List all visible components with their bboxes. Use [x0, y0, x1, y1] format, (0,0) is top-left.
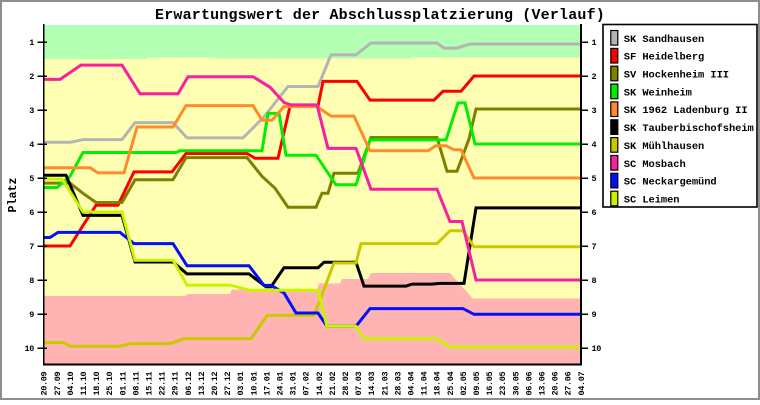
svg-text:16.05: 16.05 — [485, 371, 495, 395]
svg-text:27.12: 27.12 — [223, 371, 233, 395]
svg-text:9: 9 — [29, 310, 34, 320]
svg-text:07.02: 07.02 — [302, 371, 312, 395]
svg-text:27.09: 27.09 — [53, 371, 63, 395]
svg-text:04.07: 04.07 — [577, 371, 587, 395]
svg-text:14.02: 14.02 — [315, 371, 325, 395]
svg-text:29.11: 29.11 — [171, 371, 181, 395]
svg-text:9: 9 — [592, 310, 597, 320]
svg-text:04.04: 04.04 — [407, 371, 417, 395]
svg-text:04.10: 04.10 — [66, 371, 76, 395]
svg-text:SF Heidelberg: SF Heidelberg — [624, 52, 704, 64]
svg-text:8: 8 — [592, 276, 597, 286]
svg-text:SK Sandhausen: SK Sandhausen — [624, 34, 704, 46]
svg-text:8: 8 — [29, 276, 34, 286]
svg-text:09.05: 09.05 — [472, 371, 482, 395]
svg-text:SK Weinheim: SK Weinheim — [624, 87, 692, 99]
svg-text:SK Mühlhausen: SK Mühlhausen — [624, 141, 704, 153]
svg-text:3: 3 — [592, 106, 597, 116]
svg-text:1: 1 — [592, 38, 597, 48]
svg-text:18.10: 18.10 — [92, 371, 102, 395]
svg-text:10.01: 10.01 — [249, 371, 259, 395]
svg-text:SC Neckargemünd: SC Neckargemünd — [624, 177, 717, 189]
svg-text:13.06: 13.06 — [538, 371, 548, 395]
svg-text:4: 4 — [592, 140, 597, 150]
svg-text:01.11: 01.11 — [118, 371, 128, 395]
svg-text:31.01: 31.01 — [289, 371, 299, 395]
svg-text:18.04: 18.04 — [433, 371, 443, 395]
svg-text:Platz: Platz — [6, 177, 20, 212]
svg-text:10: 10 — [24, 344, 34, 354]
svg-text:3: 3 — [29, 106, 34, 116]
svg-text:6: 6 — [29, 208, 34, 218]
svg-text:22.11: 22.11 — [158, 371, 168, 395]
svg-text:03.01: 03.01 — [236, 371, 246, 395]
svg-text:20.06: 20.06 — [551, 371, 561, 395]
svg-text:21.02: 21.02 — [328, 371, 338, 395]
svg-text:2: 2 — [592, 72, 597, 82]
svg-text:5: 5 — [592, 174, 597, 184]
svg-text:SV Hockenheim III: SV Hockenheim III — [624, 70, 729, 82]
svg-text:30.05: 30.05 — [511, 371, 521, 395]
svg-text:28.03: 28.03 — [393, 371, 403, 395]
svg-text:1: 1 — [29, 38, 34, 48]
svg-text:07.03: 07.03 — [354, 371, 364, 395]
svg-text:25.04: 25.04 — [446, 371, 456, 395]
svg-text:23.05: 23.05 — [498, 371, 508, 395]
svg-text:28.02: 28.02 — [341, 371, 351, 395]
svg-text:13.12: 13.12 — [197, 371, 207, 395]
svg-text:Erwartungswert der Abschlusspl: Erwartungswert der Abschlussplatzierung … — [155, 7, 605, 24]
svg-text:14.03: 14.03 — [367, 371, 377, 395]
svg-text:25.10: 25.10 — [105, 371, 115, 395]
svg-text:SC Mosbach: SC Mosbach — [624, 159, 686, 171]
svg-text:08.11: 08.11 — [131, 371, 141, 395]
svg-text:11.04: 11.04 — [420, 371, 430, 395]
svg-text:6: 6 — [592, 208, 597, 218]
svg-text:SC Leimen: SC Leimen — [624, 195, 680, 207]
svg-text:SK Tauberbischofsheim: SK Tauberbischofsheim — [624, 123, 754, 135]
svg-text:11.10: 11.10 — [79, 371, 89, 395]
svg-text:2: 2 — [29, 72, 34, 82]
svg-text:17.01: 17.01 — [262, 371, 272, 395]
svg-text:20.09: 20.09 — [40, 371, 50, 395]
svg-text:7: 7 — [592, 242, 597, 252]
svg-text:21.03: 21.03 — [380, 371, 390, 395]
svg-text:20.12: 20.12 — [210, 371, 220, 395]
svg-text:06.06: 06.06 — [524, 371, 534, 395]
svg-text:15.11: 15.11 — [145, 371, 155, 395]
svg-text:5: 5 — [29, 174, 34, 184]
svg-text:10: 10 — [592, 344, 602, 354]
svg-text:4: 4 — [29, 140, 34, 150]
svg-text:27.06: 27.06 — [564, 371, 574, 395]
svg-text:SK 1962 Ladenburg II: SK 1962 Ladenburg II — [624, 105, 748, 117]
svg-text:24.01: 24.01 — [276, 371, 286, 395]
svg-text:06.12: 06.12 — [184, 371, 194, 395]
svg-text:7: 7 — [29, 242, 34, 252]
svg-text:02.05: 02.05 — [459, 371, 469, 395]
